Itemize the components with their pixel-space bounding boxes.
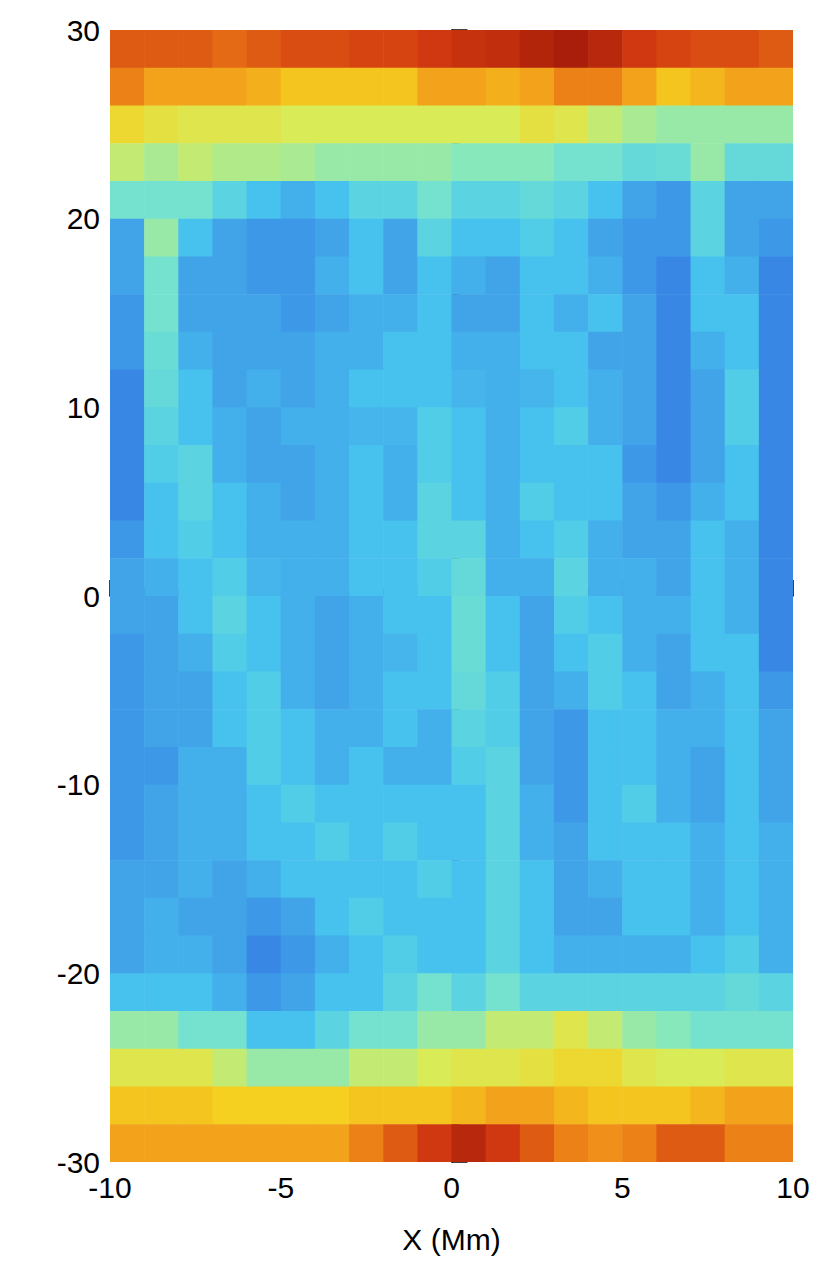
- svg-text:20: 20: [67, 202, 100, 235]
- svg-text:-30: -30: [56, 1145, 100, 1179]
- svg-text:-5: -5: [267, 1171, 294, 1204]
- svg-text:0: 0: [83, 580, 100, 613]
- svg-text:-10: -10: [88, 1171, 131, 1204]
- svg-text:30: 30: [67, 14, 100, 47]
- svg-text:10: 10: [776, 1171, 809, 1204]
- svg-text:X (Mm): X (Mm): [402, 1223, 500, 1256]
- svg-text:-10: -10: [57, 768, 100, 801]
- svg-text:5: 5: [614, 1171, 631, 1204]
- svg-text:0: 0: [443, 1171, 460, 1204]
- svg-text:10: 10: [67, 391, 100, 424]
- svg-text:-20: -20: [57, 957, 100, 990]
